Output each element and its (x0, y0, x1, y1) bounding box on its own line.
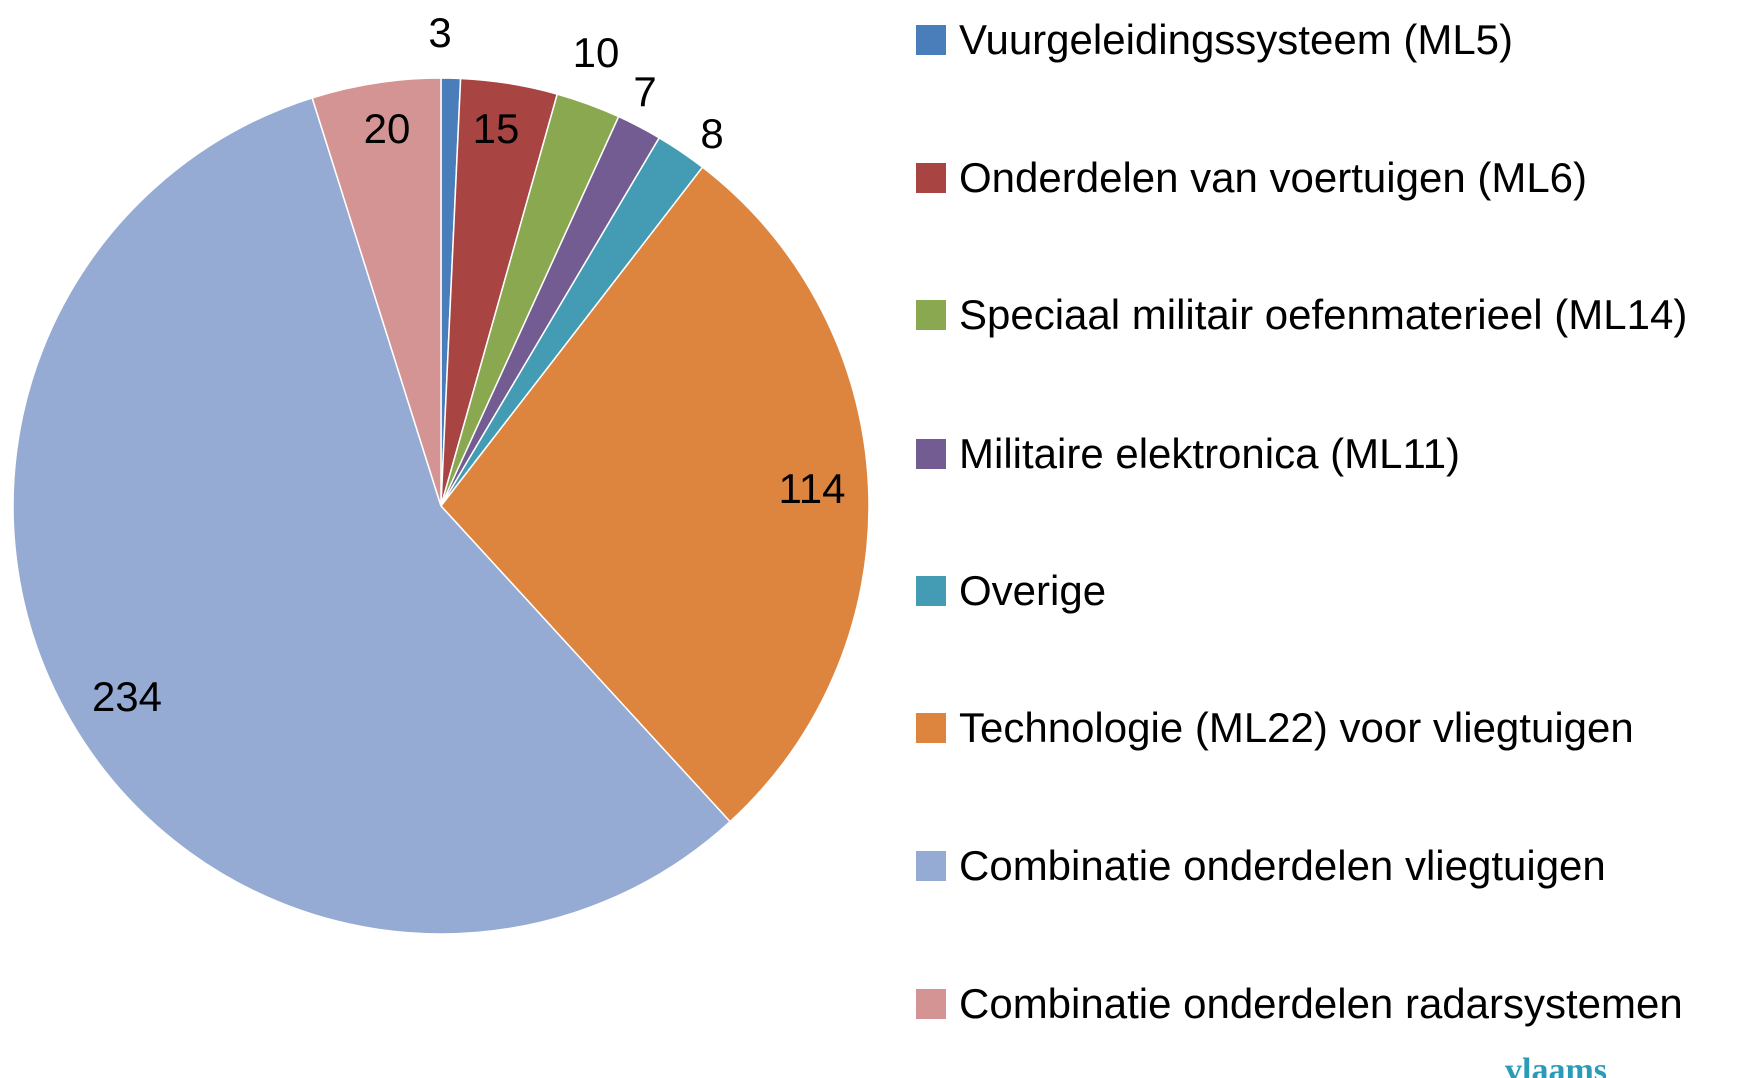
legend-item: Vuurgeleidingssysteem (ML5) (916, 8, 1749, 72)
data-label: 3 (428, 9, 451, 56)
legend-label: Onderdelen van voertuigen (ML6) (959, 154, 1588, 201)
legend-swatch (916, 300, 946, 330)
data-label: 8 (700, 110, 723, 157)
pie-slice (440, 166, 870, 823)
legend-label: Combinatie onderdelen vliegtuigen (959, 842, 1606, 889)
data-label: 114 (779, 465, 846, 512)
pie-slice (311, 77, 442, 507)
legend-swatch (916, 713, 946, 743)
data-label: 234 (92, 673, 162, 720)
legend-item: Militaire elektronica (ML11) (916, 422, 1749, 486)
data-label: 20 (364, 105, 411, 152)
legend-label: Speciaal militair oefenmaterieel (ML14) (959, 291, 1688, 338)
legend-swatch (916, 989, 946, 1019)
watermark: vlaams (1505, 1052, 1607, 1078)
pie-slice (12, 96, 732, 935)
legend-swatch (916, 851, 946, 881)
data-label: 15 (473, 105, 520, 152)
legend-item: Technologie (ML22) voor vliegtuigen (916, 696, 1749, 760)
data-label: 7 (633, 68, 656, 115)
legend-label: Technologie (ML22) voor vliegtuigen (959, 704, 1634, 751)
legend-label: Vuurgeleidingssysteem (ML5) (959, 16, 1514, 63)
legend-swatch (916, 439, 946, 469)
legend-swatch (916, 163, 946, 193)
legend-item: Overige (916, 559, 1749, 623)
legend-label: Overige (959, 567, 1107, 614)
legend-swatch (916, 576, 946, 606)
legend-item: Combinatie onderdelen radarsystemen (916, 972, 1749, 1036)
legend-item: Speciaal militair oefenmaterieel (ML14) (916, 283, 1749, 347)
legend-item: Onderdelen van voertuigen (ML6) (916, 146, 1749, 210)
legend-label: Combinatie onderdelen radarsystemen (959, 980, 1683, 1027)
legend-label: Militaire elektronica (ML11) (959, 430, 1461, 477)
legend-swatch (916, 25, 946, 55)
legend-item: Combinatie onderdelen vliegtuigen (916, 834, 1749, 898)
data-label: 10 (573, 29, 620, 76)
